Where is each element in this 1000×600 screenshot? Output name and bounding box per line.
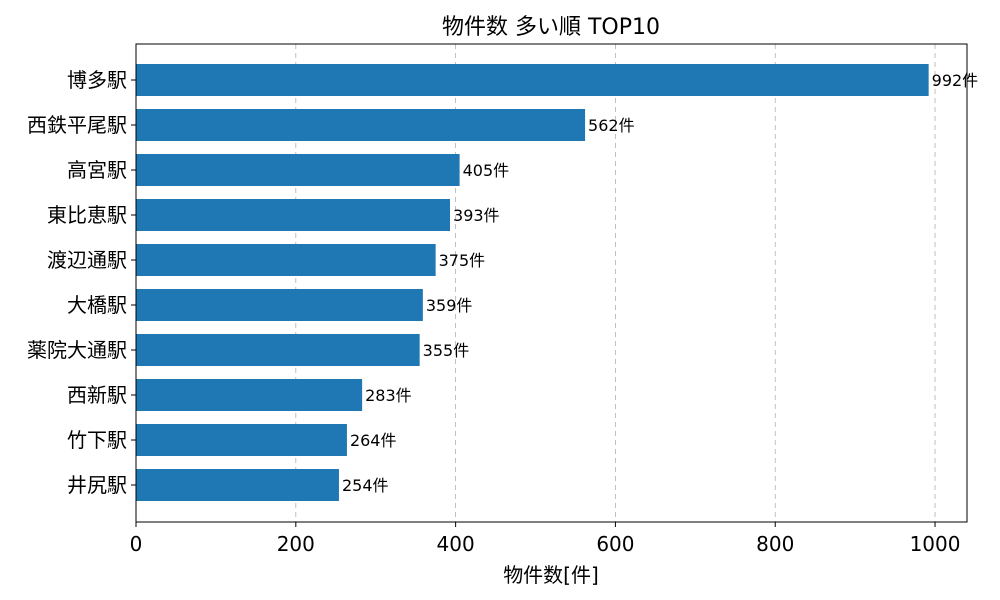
x-tick-label: 0 <box>130 532 143 556</box>
category-label: 博多駅 <box>67 68 127 92</box>
bar-value-label: 405件 <box>463 161 510 180</box>
chart-title: 物件数 多い順 TOP10 <box>442 15 660 40</box>
category-label: 薬院大通駅 <box>27 338 127 362</box>
bar <box>136 334 420 366</box>
x-tick-label: 800 <box>756 532 794 556</box>
data-labels: 992件 562件 405件 393件 375件 359件 355件 283件 264件 254件 <box>342 71 978 495</box>
bar <box>136 64 929 96</box>
category-label: 西新駅 <box>67 383 127 407</box>
category-label: 渡辺通駅 <box>47 248 127 272</box>
bar-value-label: 283件 <box>365 386 412 405</box>
plot-frame <box>135 43 968 523</box>
bar <box>136 379 363 411</box>
bar <box>136 154 460 186</box>
x-tick-label: 600 <box>596 532 634 556</box>
category-label: 高宮駅 <box>67 158 127 182</box>
x-tick-label: 400 <box>437 532 475 556</box>
bar <box>136 469 339 501</box>
x-axis-label: 物件数[件] <box>503 563 599 587</box>
bar-value-label: 393件 <box>453 206 500 225</box>
category-label: 大橋駅 <box>67 293 127 317</box>
bars <box>136 64 929 501</box>
bar-value-label: 355件 <box>423 341 470 360</box>
bar-value-label: 562件 <box>588 116 635 135</box>
category-label: 東比恵駅 <box>47 203 127 227</box>
bar <box>136 424 347 456</box>
category-label: 竹下駅 <box>67 428 127 452</box>
x-axis-ticks: 0 200 400 600 800 1000 <box>130 522 961 556</box>
x-tick-label: 200 <box>277 532 315 556</box>
category-label: 西鉄平尾駅 <box>27 113 127 137</box>
bar-value-label: 992件 <box>932 71 979 90</box>
bar-value-label: 264件 <box>350 431 397 450</box>
bar <box>136 244 436 276</box>
x-tick-label: 1000 <box>910 532 961 556</box>
bar <box>136 289 423 321</box>
bar-value-label: 375件 <box>439 251 486 270</box>
bar-value-label: 359件 <box>426 296 473 315</box>
category-label: 井尻駅 <box>67 473 127 497</box>
bar <box>136 199 451 231</box>
bar <box>136 109 586 141</box>
bar-value-label: 254件 <box>342 476 389 495</box>
